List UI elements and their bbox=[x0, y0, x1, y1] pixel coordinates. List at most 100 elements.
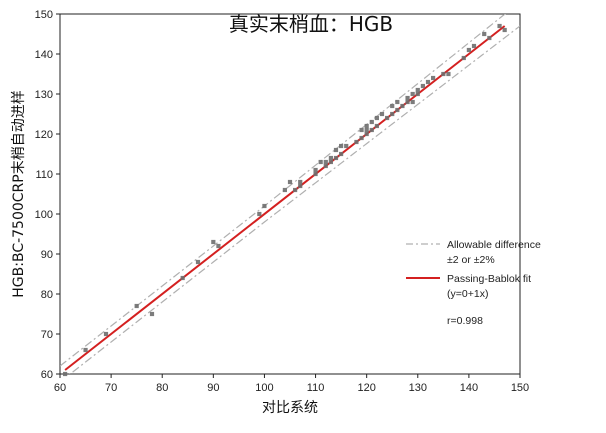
data-point bbox=[466, 47, 471, 53]
data-point bbox=[359, 135, 364, 141]
data-point bbox=[425, 79, 431, 85]
y-tick-label: 130 bbox=[35, 89, 53, 101]
data-point bbox=[441, 71, 446, 77]
data-point bbox=[395, 107, 400, 113]
data-point bbox=[405, 99, 410, 105]
data-point bbox=[103, 331, 109, 337]
data-point bbox=[287, 179, 293, 185]
x-axis-label: 对比系统 bbox=[262, 400, 318, 416]
data-point bbox=[328, 155, 333, 161]
data-point bbox=[328, 159, 333, 165]
x-tick-label: 130 bbox=[409, 382, 427, 394]
data-point bbox=[313, 171, 318, 177]
data-point bbox=[482, 31, 487, 37]
data-point bbox=[339, 151, 344, 157]
y-tick-label: 90 bbox=[41, 249, 53, 261]
y-tick-label: 80 bbox=[41, 289, 53, 301]
data-point bbox=[461, 55, 466, 61]
chart-title: 真实末梢血：HGB bbox=[229, 12, 393, 36]
x-tick-label: 150 bbox=[511, 382, 529, 394]
data-point bbox=[369, 127, 374, 133]
data-point bbox=[298, 183, 303, 189]
data-point bbox=[487, 35, 492, 41]
data-point bbox=[410, 99, 415, 105]
data-point bbox=[298, 179, 303, 185]
data-point bbox=[323, 163, 328, 169]
data-point bbox=[313, 167, 318, 173]
data-point bbox=[420, 83, 425, 89]
data-point bbox=[262, 203, 267, 209]
data-points bbox=[63, 23, 507, 377]
legend: Allowable difference ±2 or ±2% Passing-B… bbox=[406, 239, 541, 327]
legend-label-allowable-difference: Allowable difference bbox=[447, 239, 541, 251]
y-tick-label: 110 bbox=[35, 169, 53, 181]
data-point bbox=[400, 103, 405, 109]
data-point bbox=[344, 143, 349, 149]
data-point bbox=[369, 119, 374, 125]
y-tick-label: 100 bbox=[35, 209, 53, 221]
y-tick-label: 140 bbox=[35, 49, 53, 61]
passing-bablok-fit-line bbox=[64, 25, 506, 371]
y-axis-label: HGB:BC-7500CRP末梢自动进样 bbox=[11, 90, 27, 297]
data-point bbox=[364, 127, 369, 133]
data-point bbox=[354, 139, 359, 145]
correlation-annotation: r=0.998 bbox=[447, 315, 483, 327]
data-point bbox=[293, 187, 298, 193]
lower-limit-line bbox=[69, 25, 520, 374]
data-point bbox=[385, 115, 390, 121]
data-point bbox=[379, 111, 385, 117]
data-point bbox=[390, 103, 395, 109]
data-point bbox=[216, 243, 221, 249]
y-tick-label: 120 bbox=[35, 129, 53, 141]
data-point bbox=[497, 23, 502, 29]
x-tick-label: 140 bbox=[460, 382, 478, 394]
y-axis: 60 70 80 90 100 110 120 130 140 150 bbox=[35, 9, 60, 381]
data-point bbox=[359, 127, 364, 133]
data-point bbox=[257, 211, 262, 217]
data-point bbox=[63, 371, 68, 377]
data-point bbox=[149, 311, 155, 317]
legend-label-passing-bablok-fit: Passing-Bablok fit bbox=[447, 273, 531, 285]
y-tick-label: 60 bbox=[41, 369, 53, 381]
data-point bbox=[410, 91, 415, 97]
data-point bbox=[282, 187, 287, 193]
x-tick-label: 100 bbox=[255, 382, 273, 394]
fit-line bbox=[64, 25, 506, 371]
data-point bbox=[180, 275, 185, 281]
data-point bbox=[446, 71, 451, 77]
data-point bbox=[364, 131, 369, 137]
data-point bbox=[415, 87, 420, 93]
data-point bbox=[395, 99, 400, 105]
data-point bbox=[390, 111, 395, 117]
x-tick-label: 90 bbox=[207, 382, 219, 394]
legend-equation: (y=0+1x) bbox=[447, 288, 488, 300]
data-point bbox=[415, 91, 420, 97]
data-point bbox=[471, 43, 477, 49]
data-point bbox=[339, 143, 344, 149]
data-point bbox=[405, 95, 410, 101]
data-point bbox=[364, 123, 369, 129]
data-point bbox=[134, 303, 139, 309]
x-tick-label: 60 bbox=[54, 382, 66, 394]
x-tick-label: 120 bbox=[357, 382, 375, 394]
data-point bbox=[374, 123, 379, 129]
legend-note-allowable-difference: ±2 or ±2% bbox=[447, 254, 495, 266]
data-point bbox=[318, 159, 323, 165]
data-point bbox=[323, 159, 328, 165]
data-point bbox=[333, 155, 339, 161]
y-tick-label: 70 bbox=[41, 329, 53, 341]
data-point bbox=[431, 75, 436, 81]
x-tick-label: 110 bbox=[307, 382, 325, 394]
data-point bbox=[502, 27, 507, 33]
plot-frame bbox=[59, 13, 521, 375]
data-point bbox=[333, 147, 339, 153]
y-tick-label: 150 bbox=[35, 9, 53, 21]
x-axis: 60 70 80 90 100 110 120 130 140 150 bbox=[54, 374, 529, 394]
data-point bbox=[83, 347, 88, 353]
data-point bbox=[211, 239, 216, 245]
data-point bbox=[374, 115, 379, 121]
data-point bbox=[195, 259, 201, 265]
x-tick-label: 70 bbox=[105, 382, 117, 394]
x-tick-label: 80 bbox=[156, 382, 168, 394]
